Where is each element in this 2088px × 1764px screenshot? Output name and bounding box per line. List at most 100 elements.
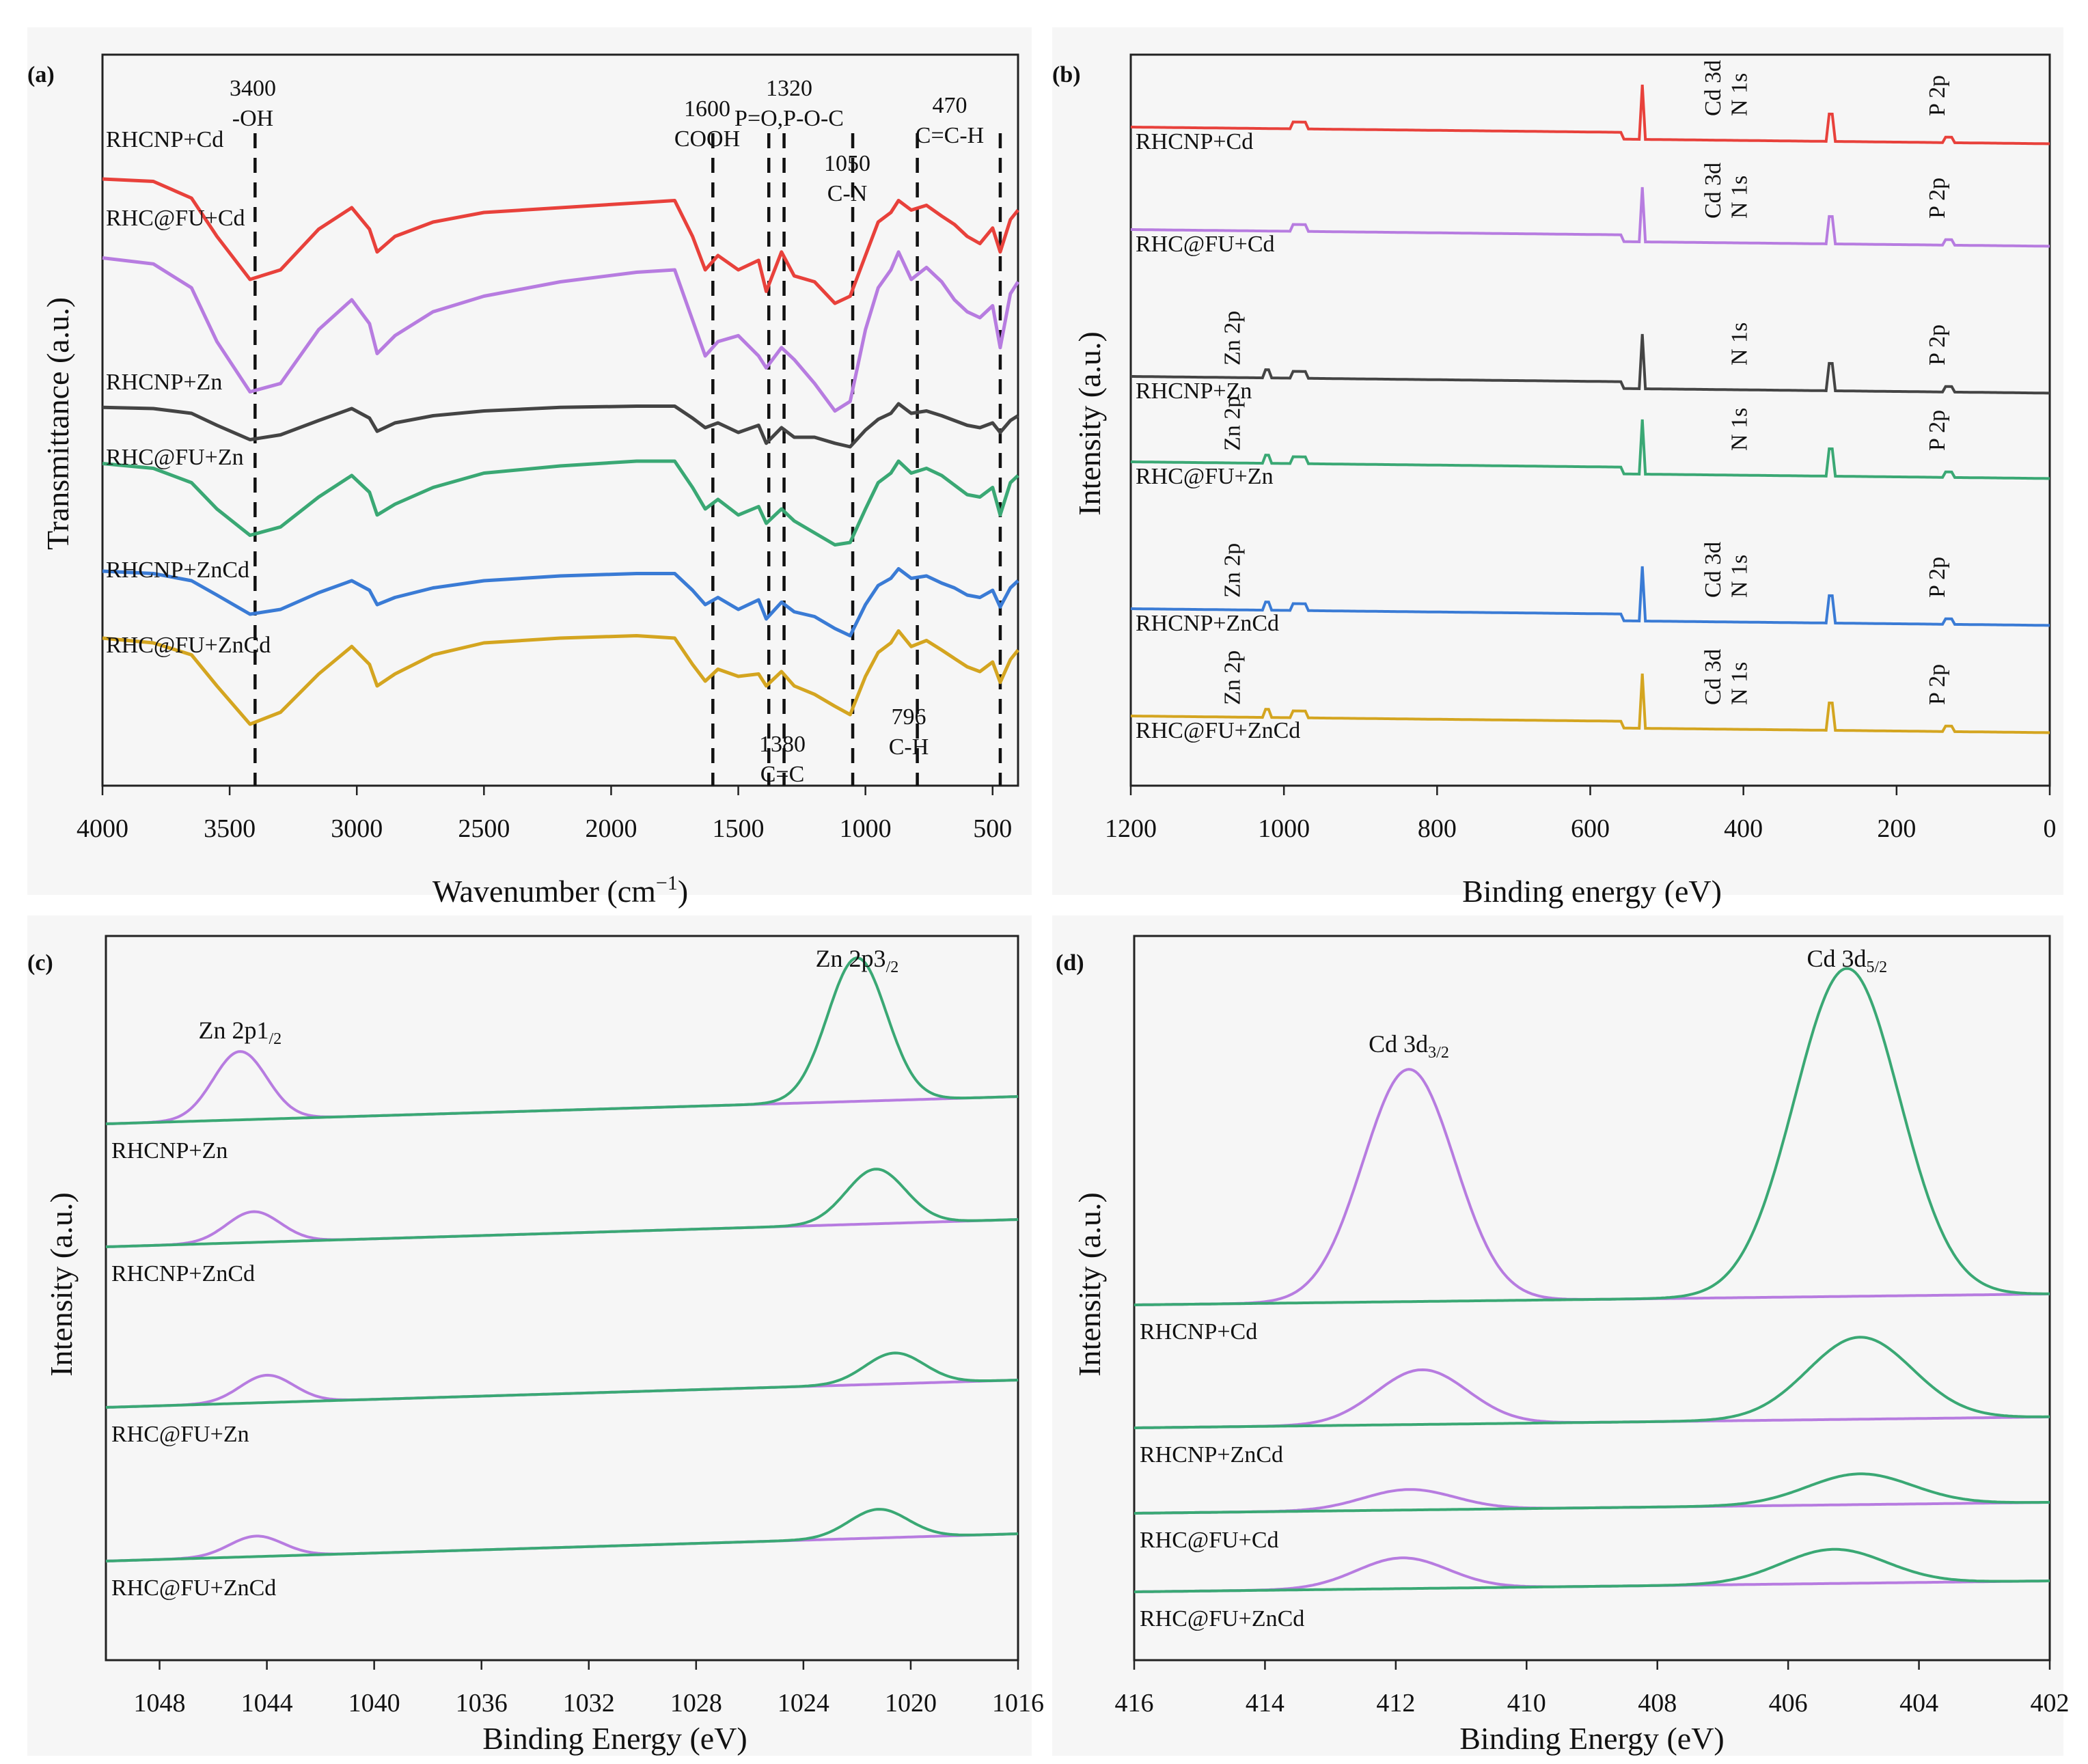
d-series-label-0: RHCNP+Cd xyxy=(1140,1319,1257,1345)
panel-c-label: (c) xyxy=(27,950,53,976)
d-x-tick-label-3: 410 xyxy=(1507,1689,1546,1718)
c-peak-label-1: Zn 2p3/2 xyxy=(816,945,899,976)
c-x-tick-label-3: 1036 xyxy=(456,1689,508,1718)
a-series xyxy=(102,177,1020,726)
a-annotation-3-1: C-N xyxy=(827,181,868,206)
b-element-label-1-2: P 2p xyxy=(1925,178,1950,219)
a-y-axis-label: Transmittance (a.u.) xyxy=(40,297,75,550)
d-peak-label-1: Cd 3d5/2 xyxy=(1807,945,1887,976)
a-x-ticks: 4000 3500 3000 2500 2000 1500 1000 500 xyxy=(77,786,1012,843)
panel-a-label: (a) xyxy=(27,62,55,87)
b-series-label-0: RHCNP+Cd xyxy=(1136,129,1253,154)
c-x-axis-label: Binding Energy (eV) xyxy=(482,1721,747,1756)
a-annotation-0-0: 3400 xyxy=(230,76,276,101)
b-series-label-1: RHC@FU+Cd xyxy=(1136,232,1275,257)
c-series-label-3: RHC@FU+ZnCd xyxy=(111,1575,276,1601)
b-x-tick-label-3: 600 xyxy=(1571,814,1610,843)
a-series-line-1 xyxy=(102,250,1020,413)
b-element-label-2-0: Zn 2p xyxy=(1220,311,1246,366)
d-x-tick-label-5: 406 xyxy=(1769,1689,1808,1718)
d-x-ticks: 416 414 412 410 408 406 404 402 xyxy=(1115,1660,2070,1718)
c-peak2-3 xyxy=(105,1508,1019,1562)
a-series-line-2 xyxy=(102,402,1019,449)
b-series-label-2: RHCNP+Zn xyxy=(1136,378,1252,404)
a-annotation-5-1: C=C xyxy=(760,762,805,787)
b-element-label-0-2: P 2p xyxy=(1925,75,1950,116)
a-annotations: 3400 -OH 1600 COOH 1320 P=O,P-O-C 1050 C-N 470 C=… xyxy=(230,76,984,787)
d-x-tick-label-6: 404 xyxy=(1899,1689,1938,1718)
b-element-label-3-1: N 1s xyxy=(1727,408,1753,451)
a-x-tick-label-3: 2500 xyxy=(458,814,510,843)
a-series-line-4 xyxy=(102,567,1019,637)
a-series-line-5 xyxy=(102,629,1019,726)
c-x-tick-label-8: 1016 xyxy=(992,1689,1044,1718)
a-x-axis-label: Wavenumber (cm−1) xyxy=(432,872,688,909)
a-series-line-0 xyxy=(102,177,1019,305)
d-x-tick-label-1: 414 xyxy=(1246,1689,1285,1718)
a-annotation-5-0: 1380 xyxy=(759,732,806,757)
b-element-label-5-1: Cd 3d xyxy=(1701,649,1726,705)
a-x-tick-label-6: 1000 xyxy=(840,814,892,843)
d-x-tick-label-2: 412 xyxy=(1376,1689,1415,1718)
b-element-label-3-0: Zn 2p xyxy=(1220,396,1246,451)
a-annotation-0-1: -OH xyxy=(232,106,273,131)
b-series-line-0 xyxy=(1131,84,2050,146)
d-x-axis-label: Binding Energy (eV) xyxy=(1459,1721,1725,1756)
a-annotation-4-0: 470 xyxy=(933,93,967,118)
c-x-tick-label-4: 1032 xyxy=(563,1689,615,1718)
a-series-label-3: RHC@FU+Zn xyxy=(106,445,244,470)
a-annotation-6-0: 796 xyxy=(892,704,926,730)
b-series-label-5: RHC@FU+ZnCd xyxy=(1136,718,1300,743)
d-peak-label-0: Cd 3d3/2 xyxy=(1369,1030,1449,1062)
b-element-label-5-3: P 2p xyxy=(1925,664,1950,705)
d-peak2-3 xyxy=(1134,1547,2050,1593)
b-series-line-4 xyxy=(1131,566,2050,627)
d-y-axis-label: Intensity (a.u.) xyxy=(1072,1192,1107,1377)
c-peak2-2 xyxy=(105,1351,1019,1409)
b-x-tick-label-0: 1200 xyxy=(1105,814,1157,843)
a-x-tick-label-5: 1500 xyxy=(713,814,765,843)
d-series-label-3: RHC@FU+ZnCd xyxy=(1140,1606,1304,1631)
d-peak2-0 xyxy=(1134,967,2050,1306)
b-x-ticks: 1200 1000 800 600 400 200 0 xyxy=(1105,786,2057,843)
c-peak2-1 xyxy=(105,1168,1019,1248)
a-x-tick-label-7: 500 xyxy=(973,814,1012,843)
b-element-label-5-2: N 1s xyxy=(1727,662,1753,705)
a-series-line-3 xyxy=(102,459,1019,547)
c-x-tick-label-2: 1040 xyxy=(348,1689,400,1718)
b-element-label-1-1: N 1s xyxy=(1727,176,1753,219)
b-element-label-4-0: Zn 2p xyxy=(1220,543,1246,598)
b-element-label-0-1: N 1s xyxy=(1727,73,1753,116)
d-x-tick-label-7: 402 xyxy=(2031,1689,2070,1718)
panel-d-label: (d) xyxy=(1056,950,1084,976)
c-peak2-0 xyxy=(105,956,1019,1125)
b-element-label-4-3: P 2p xyxy=(1925,557,1950,598)
d-x-tick-label-4: 408 xyxy=(1638,1689,1677,1718)
d-x-tick-label-0: 416 xyxy=(1115,1689,1154,1718)
b-element-label-2-1: N 1s xyxy=(1727,322,1753,366)
a-x-tick-label-0: 4000 xyxy=(77,814,128,843)
a-annotation-6-1: C-H xyxy=(889,734,929,760)
b-x-tick-label-5: 200 xyxy=(1877,814,1916,843)
b-series-label-3: RHC@FU+Zn xyxy=(1136,464,1274,489)
c-x-tick-label-6: 1024 xyxy=(778,1689,829,1718)
c-y-axis-label: Intensity (a.u.) xyxy=(44,1192,79,1377)
a-series-label-4: RHCNP+ZnCd xyxy=(106,557,249,583)
d-peak-labels: Cd 3d3/2 Cd 3d5/2 xyxy=(1369,945,1887,1062)
b-series-line-2 xyxy=(1131,333,2050,395)
a-annotation-2-1: P=O,P-O-C xyxy=(734,106,844,131)
b-series-line-1 xyxy=(1131,187,2050,248)
b-element-label-4-2: N 1s xyxy=(1727,555,1753,598)
c-x-ticks: 1048 1044 1040 1036 1032 1028 1024 1020 1016 xyxy=(134,1660,1044,1718)
c-x-tick-label-1: 1044 xyxy=(241,1689,293,1718)
d-peak2-2 xyxy=(1134,1472,2050,1515)
b-series-label-4: RHCNP+ZnCd xyxy=(1136,611,1279,636)
a-series-label-5: RHC@FU+ZnCd xyxy=(106,633,271,658)
b-x-tick-label-2: 800 xyxy=(1418,814,1457,843)
c-peak-labels: Zn 2p1/2 Zn 2p3/2 xyxy=(198,945,898,1048)
c-series-label-1: RHCNP+ZnCd xyxy=(111,1261,255,1286)
panel-c: (c) RHCNP+Zn RHCNP+ZnCd RHC@FU+Zn RHC@FU+Zn… xyxy=(27,935,1044,1756)
